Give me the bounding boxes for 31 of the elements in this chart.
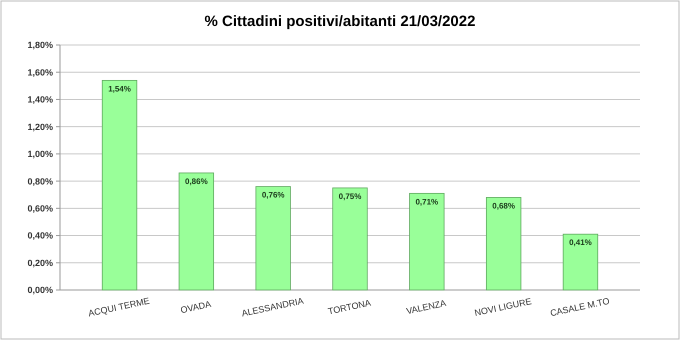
data-label: 0,41%: [569, 238, 592, 248]
x-tick-label: ACQUI TERME: [87, 296, 150, 318]
y-tick-label: 0,40%: [27, 230, 53, 241]
y-tick-label: 1,60%: [27, 67, 53, 78]
data-label: 0,86%: [185, 176, 208, 186]
chart-title: % Cittadini positivi/abitanti 21/03/2022: [204, 13, 476, 30]
bar: [255, 186, 291, 290]
y-tick-label: 1,00%: [27, 149, 53, 160]
y-tick-label: 1,80%: [27, 40, 53, 50]
data-label: 1,54%: [108, 84, 131, 94]
x-tick-label: CASALE M.TO: [549, 296, 610, 318]
bar: [102, 80, 138, 290]
y-tick-label: 1,20%: [27, 122, 53, 132]
x-tick-label: OVADA: [180, 298, 212, 316]
data-label: 0,76%: [262, 190, 285, 200]
bar: [178, 172, 214, 290]
x-tick-label: NOVI LIGURE: [474, 296, 532, 318]
bar: [409, 192, 445, 290]
x-tick-label: TORTONA: [327, 298, 372, 316]
y-tick-label: 0,20%: [27, 258, 53, 268]
y-tick-label: 0,80%: [27, 176, 53, 186]
x-tick-label: VALENZA: [405, 298, 447, 316]
bar: [562, 234, 598, 290]
data-label: 0,68%: [492, 201, 515, 210]
y-tick-label: 1,40%: [27, 94, 53, 105]
bar: [332, 188, 368, 290]
data-label: 0,71%: [415, 197, 438, 206]
bar: [486, 197, 522, 290]
data-label: 0,75%: [338, 192, 362, 201]
y-tick-label: 0,00%: [27, 285, 53, 296]
y-tick-label: 0,60%: [27, 203, 53, 214]
